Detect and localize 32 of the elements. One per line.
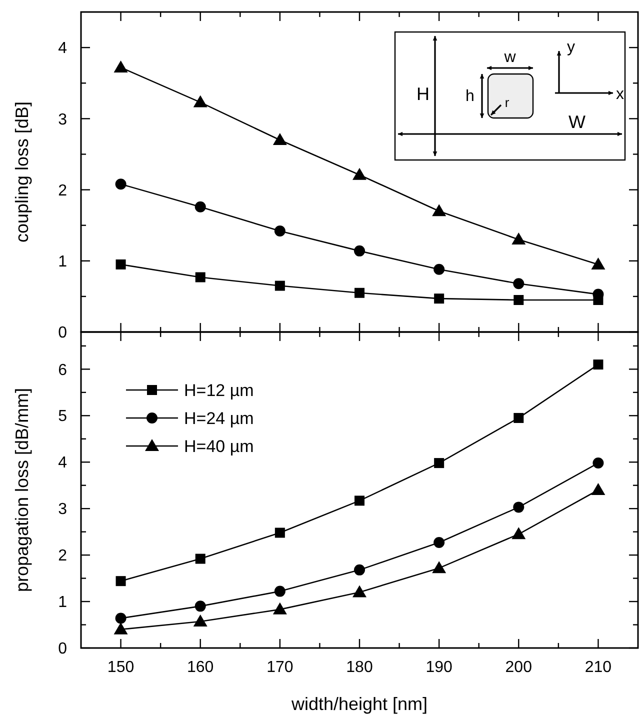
annotation: r	[504, 95, 510, 110]
y-tick-label: 1	[58, 594, 68, 612]
legend-label: H=12 µm	[184, 380, 254, 400]
y-tick-label: 6	[58, 362, 68, 379]
y-tick-label: 4	[58, 454, 68, 472]
y-tick-label: 3	[58, 501, 68, 518]
legend-label: H=40 µm	[184, 436, 254, 456]
x-tick-label: 190	[426, 659, 453, 676]
annotation: H	[416, 84, 430, 104]
y-tick-label: 0	[58, 640, 68, 658]
x-tick-label: 180	[346, 659, 373, 676]
y-tick-label: 2	[58, 548, 68, 565]
x-tick-label: 200	[505, 659, 532, 676]
y-tick-label: 0	[58, 324, 68, 342]
annotation: h	[466, 88, 474, 105]
legend-label: H=24 µm	[184, 408, 254, 428]
annotation: w	[503, 49, 516, 66]
x-tick-label: 150	[107, 659, 134, 676]
y-axis-title: coupling loss [dB]	[12, 101, 32, 243]
annotation: y	[567, 39, 575, 56]
x-axis-title: width/height [nm]	[290, 694, 428, 714]
annotation: W	[568, 112, 586, 132]
x-tick-label: 210	[584, 659, 612, 676]
annotation: x	[616, 86, 624, 103]
x-tick-label: 160	[187, 659, 214, 676]
y-axis-title: propagation loss [dB/mm]	[12, 388, 32, 592]
x-tick-label: 170	[266, 659, 294, 676]
y-tick-label: 2	[58, 182, 68, 200]
y-tick-label: 4	[58, 40, 68, 58]
y-tick-label: 5	[58, 408, 68, 426]
y-tick-label: 1	[58, 253, 68, 270]
y-tick-label: 3	[58, 111, 68, 128]
